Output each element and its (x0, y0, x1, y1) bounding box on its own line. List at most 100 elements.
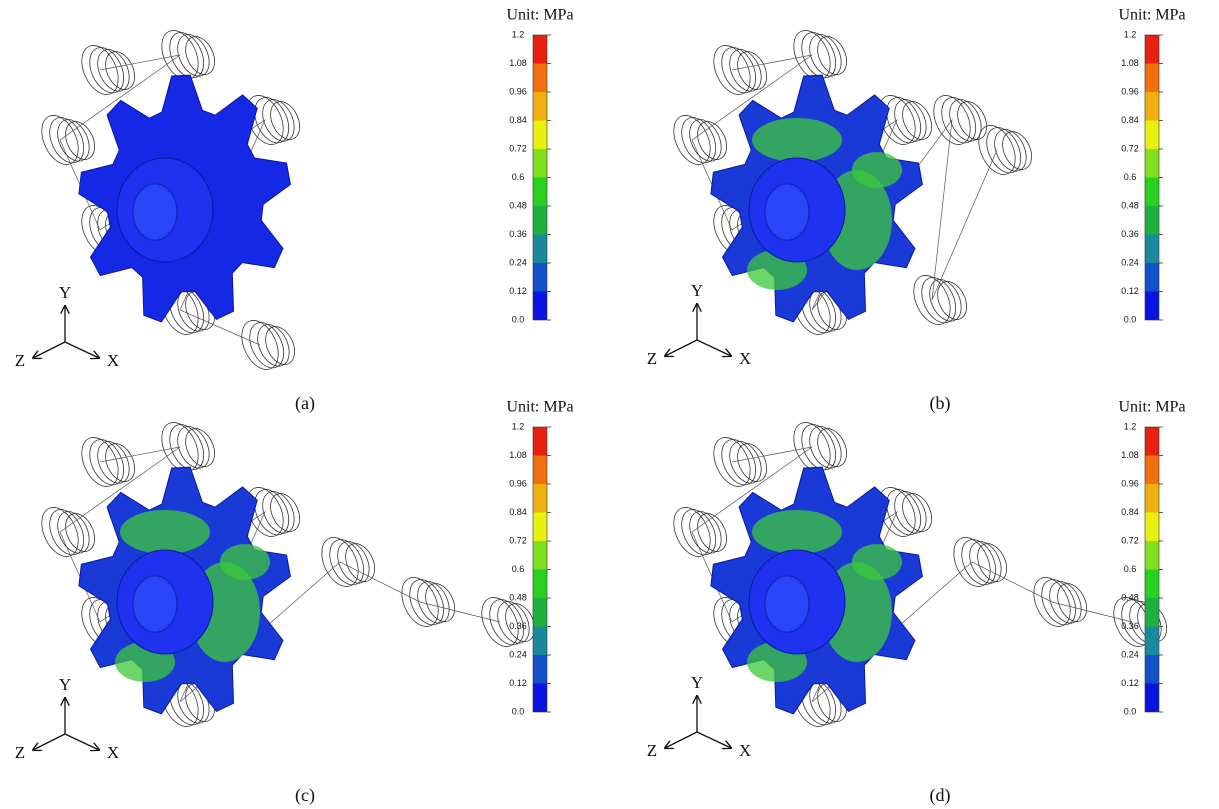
stress-patch (752, 510, 842, 554)
legend-tick-label: 0.12 (509, 678, 527, 688)
legend-title: Unit: MPa (506, 399, 573, 416)
legend-tick-label: 0.96 (1121, 478, 1139, 488)
chain-roller (60, 509, 100, 556)
panel: YZX(c)Unit: MPa1.21.080.960.840.720.60.4… (15, 399, 574, 806)
legend-tick-label: 1.08 (509, 58, 527, 68)
legend-tick-label: 0.24 (1121, 649, 1139, 659)
chain-roller (812, 424, 852, 471)
axis-label: X (107, 743, 119, 762)
chain-roller (897, 489, 937, 536)
color-bar (1145, 35, 1159, 320)
legend-tick-label: 0.6 (512, 564, 525, 574)
legend-tick-label: 0.84 (509, 115, 527, 125)
legend-title: Unit: MPa (1118, 7, 1185, 24)
legend-tick-label: 0.6 (512, 172, 525, 182)
chain-roller (265, 97, 305, 144)
panel-label: (b) (930, 393, 951, 414)
legend-tick-label: 0.0 (1124, 314, 1137, 324)
axis-z (33, 342, 65, 358)
legend-tick-label: 0.72 (1121, 143, 1139, 153)
legend-tick-label: 1.2 (1124, 29, 1137, 39)
chain-roller (1052, 579, 1092, 626)
panel-label: (d) (930, 785, 951, 806)
legend-tick-label: 0.84 (1121, 115, 1139, 125)
axis-x (697, 732, 731, 748)
stress-patch (752, 118, 842, 162)
legend-tick-label: 0.12 (1121, 286, 1139, 296)
legend-tick-label: 0.24 (1121, 257, 1139, 267)
legend-tick-label: 0.12 (1121, 678, 1139, 688)
color-bar (1145, 427, 1159, 712)
axis-label: Y (691, 281, 703, 300)
axis-label: Y (59, 283, 71, 302)
panel-label: (c) (295, 785, 315, 806)
chain-roller (897, 97, 937, 144)
legend-tick-label: 0.72 (509, 535, 527, 545)
chain-roller (952, 97, 992, 144)
gear-bore (765, 184, 809, 240)
chain-roller (692, 509, 732, 556)
axis-label: Z (647, 349, 657, 368)
legend-tick-label: 1.08 (1121, 450, 1139, 460)
legend-tick-label: 0.96 (1121, 86, 1139, 96)
chain-roller (260, 322, 300, 369)
chain-roller (692, 117, 732, 164)
legend-tick-label: 0.96 (509, 478, 527, 488)
axis-z (33, 734, 65, 750)
axis-label: X (739, 349, 751, 368)
legend-tick-label: 0.72 (1121, 535, 1139, 545)
axis-z (665, 732, 697, 748)
legend-title: Unit: MPa (506, 7, 573, 24)
gear-bore (765, 576, 809, 632)
panel-label: (a) (295, 393, 315, 414)
legend-tick-label: 0.6 (1124, 564, 1137, 574)
legend-tick-label: 0.48 (509, 592, 527, 602)
legend-tick-label: 0.12 (509, 286, 527, 296)
legend-tick-label: 0.0 (1124, 706, 1137, 716)
legend-tick-label: 1.2 (512, 421, 525, 431)
legend-tick-label: 0.6 (1124, 172, 1137, 182)
legend-tick-label: 0.36 (1121, 621, 1139, 631)
chain-roller (997, 127, 1037, 174)
legend-tick-label: 1.2 (512, 29, 525, 39)
chain-roller (932, 277, 972, 324)
axis-label: Z (647, 741, 657, 760)
legend-tick-label: 0.24 (509, 257, 527, 267)
stress-patch (220, 544, 270, 580)
legend-tick-label: 0.0 (512, 314, 525, 324)
stress-patch (120, 510, 210, 554)
stress-patch (852, 544, 902, 580)
legend-title: Unit: MPa (1118, 399, 1185, 416)
axis-label: Y (691, 673, 703, 692)
stress-patch (852, 152, 902, 188)
chain-roller (812, 32, 852, 79)
chain-roller (180, 424, 220, 471)
axis-x (697, 340, 731, 356)
axis-label: X (107, 351, 119, 370)
legend-tick-label: 0.84 (1121, 507, 1139, 517)
legend-tick-label: 0.96 (509, 86, 527, 96)
gear-bore (133, 576, 177, 632)
legend-tick-label: 0.48 (1121, 592, 1139, 602)
chain-roller (420, 579, 460, 626)
legend-tick-label: 0.48 (509, 200, 527, 210)
axis-x (65, 342, 99, 358)
legend-tick-label: 0.36 (509, 621, 527, 631)
legend-tick-label: 0.72 (509, 143, 527, 153)
legend-tick-label: 0.36 (1121, 229, 1139, 239)
legend-tick-label: 0.0 (512, 706, 525, 716)
gear-bore (133, 184, 177, 240)
axis-label: Z (15, 743, 25, 762)
axis-label: Z (15, 351, 25, 370)
axis-label: Y (59, 675, 71, 694)
axis-z (665, 340, 697, 356)
panel: Y Z X (a) Unit: MPa 1.2 1.08 0.96 0.84 0.72 0.6 0.4… (15, 7, 574, 414)
legend-tick-label: 1.08 (1121, 58, 1139, 68)
legend-tick-label: 0.24 (509, 649, 527, 659)
figure: Y Z X (a) Unit: MPa 1.2 1.08 0.96 0.84 0.72 0.6 0.4… (0, 0, 1219, 809)
chain-roller (265, 489, 305, 536)
chain-roller (60, 117, 100, 164)
axis-x (65, 734, 99, 750)
panel: YZX(d)Unit: MPa1.21.080.960.840.720.60.4… (647, 399, 1186, 806)
